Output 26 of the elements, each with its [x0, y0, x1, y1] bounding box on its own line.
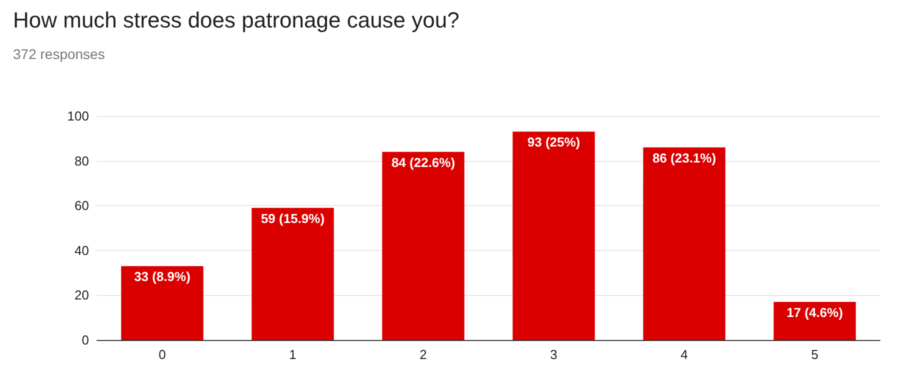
bar: [252, 208, 334, 340]
chart-title: How much stress does patronage cause you?: [13, 8, 460, 32]
x-tick-label: 2: [420, 347, 427, 362]
data-label: 33 (8.9%): [134, 269, 190, 284]
x-tick-label: 4: [680, 347, 688, 362]
y-tick-label: 20: [74, 288, 89, 303]
x-tick-label: 0: [158, 347, 166, 362]
y-tick-label: 0: [82, 332, 89, 348]
y-tick-label: 80: [74, 153, 89, 168]
y-tick-label: 40: [74, 242, 89, 258]
x-tick-label: 3: [550, 347, 558, 362]
bar: [643, 147, 726, 340]
bar: [512, 132, 595, 340]
x-tick-label: 5: [811, 347, 818, 362]
data-label: 86 (23.1%): [652, 150, 716, 166]
bar: [121, 266, 204, 340]
data-label: 17 (4.6%): [786, 304, 843, 320]
data-label: 59 (15.9%): [260, 210, 325, 226]
y-tick-label: 60: [74, 198, 89, 214]
data-label: 84 (22.6%): [391, 154, 456, 170]
x-tick-label: 1: [289, 347, 296, 362]
y-tick-label: 100: [67, 108, 89, 124]
data-label: 93 (25%): [527, 134, 580, 150]
bar: [382, 152, 464, 340]
chart-subtitle: 372 responses: [13, 46, 105, 62]
bar: [774, 302, 856, 340]
